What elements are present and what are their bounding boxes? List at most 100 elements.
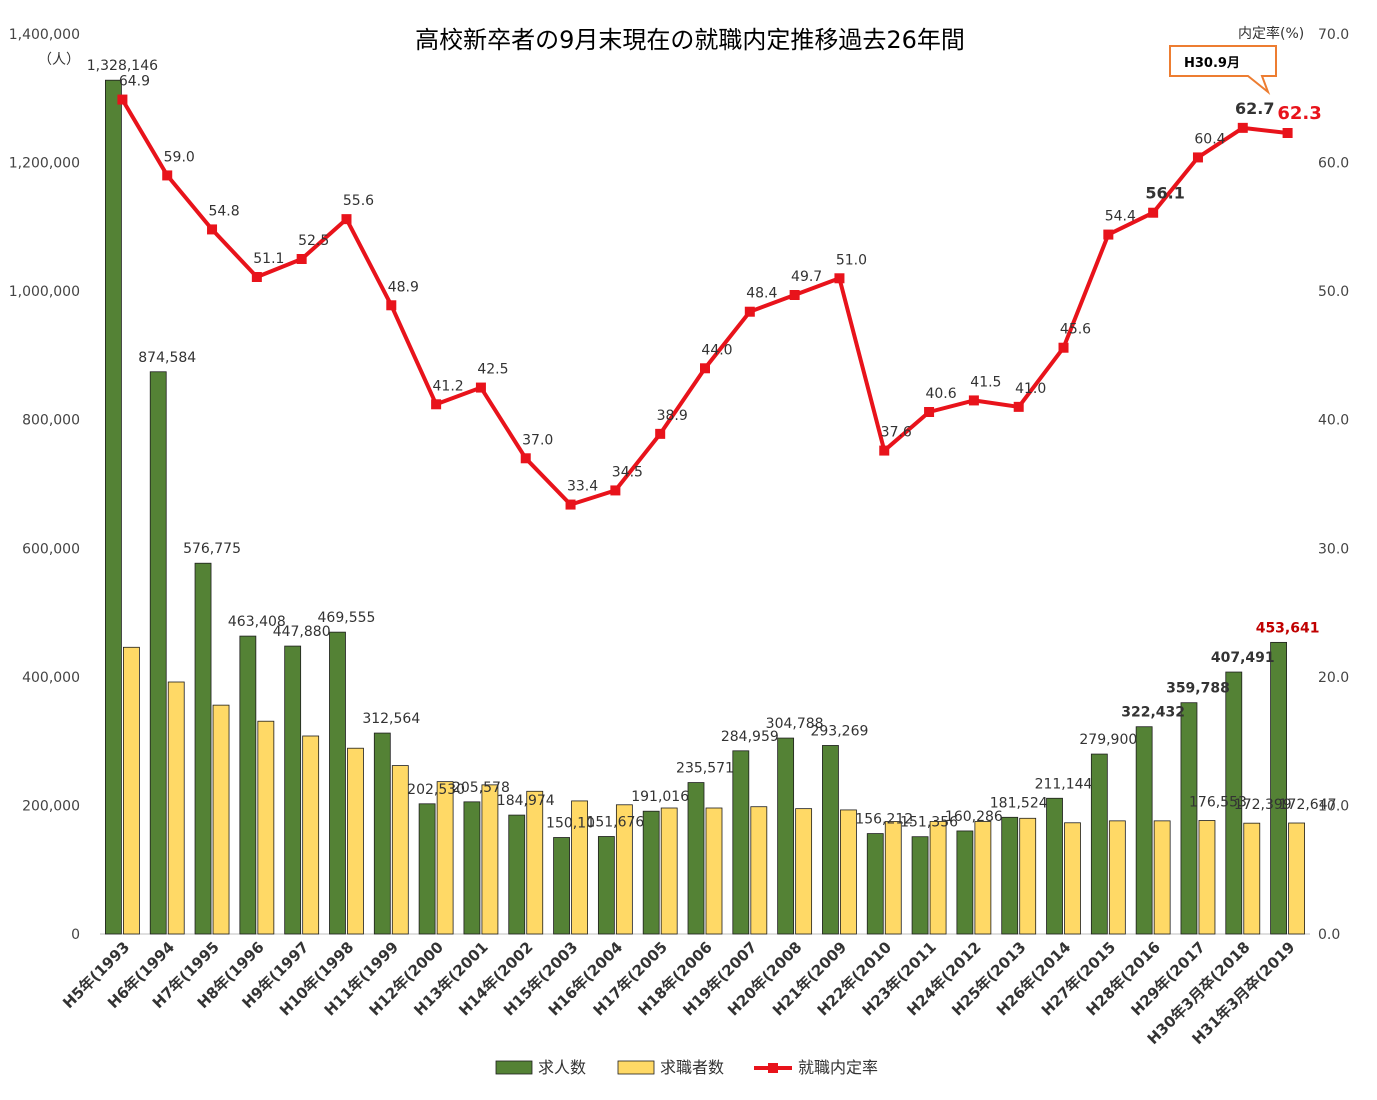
rate-marker — [1148, 207, 1159, 218]
bar-kyushoku — [929, 821, 947, 935]
rate-data-label: 41.2 — [433, 378, 464, 394]
y-right-tick-label: 70.0 — [1318, 27, 1349, 43]
rate-data-label: 48.9 — [388, 279, 419, 295]
rate-marker — [475, 382, 486, 393]
y-right-tick-label: 10.0 — [1318, 798, 1349, 814]
bar-kyushoku — [1198, 820, 1216, 935]
bar-data-label: 447,880 — [273, 624, 331, 640]
y-left-tick-label: 0 — [71, 927, 80, 943]
rate-marker — [1282, 128, 1293, 138]
bar-kyujin — [239, 635, 257, 935]
legend-swatch-kyushoku — [617, 1060, 655, 1075]
bar-kyushoku — [571, 800, 588, 935]
rate-data-label: 44.0 — [701, 342, 732, 358]
rate-data-label: 62.3 — [1277, 103, 1321, 124]
bar-data-label: 304,788 — [766, 716, 824, 732]
bar-kyujin — [1001, 816, 1019, 935]
bar-kyushoku — [615, 804, 633, 935]
rate-data-label: 64.9 — [119, 74, 150, 90]
rate-marker — [565, 499, 576, 510]
y-left-tick-label: 400,000 — [22, 670, 80, 686]
y-left-tick-label: 800,000 — [22, 413, 80, 429]
bar-data-label: 151,676 — [586, 814, 644, 830]
bar-kyushoku — [974, 821, 992, 935]
bar-kyushoku — [1153, 820, 1171, 935]
rate-data-label: 56.1 — [1145, 184, 1184, 203]
y-left-tick-label: 600,000 — [22, 541, 80, 557]
y-right-tick-label: 40.0 — [1318, 413, 1349, 429]
bar-data-label: 211,144 — [1035, 776, 1093, 792]
left-axis-unit: （人） — [38, 52, 80, 68]
bar-kyushoku — [1108, 820, 1126, 935]
y-left-tick-label: 200,000 — [22, 798, 80, 814]
bar-kyujin — [1270, 641, 1287, 935]
y-right-tick-label: 50.0 — [1318, 284, 1349, 300]
y-left-tick-label: 1,200,000 — [9, 156, 80, 172]
bar-kyushoku — [1064, 822, 1081, 935]
bar-kyujin — [732, 750, 750, 935]
bar-kyujin — [508, 814, 526, 935]
right-axis-label: 内定率(%) — [1238, 25, 1304, 42]
rate-marker — [924, 407, 935, 417]
bar-kyushoku — [436, 781, 454, 935]
bar-data-label: 191,016 — [631, 789, 689, 805]
rate-data-label: 54.4 — [1105, 209, 1136, 225]
seeker-data-label: 172,647 — [1279, 797, 1337, 813]
bar-kyujin — [866, 833, 884, 935]
bar-kyujin — [284, 645, 302, 935]
seeker-data-label: 176,553 — [1189, 795, 1247, 811]
y-right-tick-label: 60.0 — [1318, 156, 1349, 172]
rate-marker — [431, 399, 442, 410]
bar-kyushoku — [391, 765, 409, 935]
bar-kyujin — [597, 836, 615, 935]
rate-marker — [655, 428, 666, 439]
y-right-tick-label: 30.0 — [1318, 541, 1349, 557]
callout-text: H30.9月 — [1184, 56, 1240, 71]
rate-data-label: 51.0 — [836, 252, 867, 268]
rate-marker — [700, 363, 710, 374]
bar-kyushoku — [1019, 817, 1037, 935]
rate-data-label: 41.0 — [1015, 381, 1046, 397]
rate-data-label: 55.6 — [343, 193, 374, 209]
rate-marker — [610, 485, 621, 496]
callout-box — [1169, 45, 1277, 96]
rate-marker — [296, 254, 307, 264]
rate-marker — [520, 453, 531, 464]
rate-marker — [162, 170, 173, 181]
y-right-tick-label: 20.0 — [1318, 670, 1349, 686]
bar-kyujin — [642, 810, 660, 935]
chart-title: 高校新卒者の9月末現在の就職内定推移過去26年間 — [415, 26, 965, 54]
y-left-tick-label: 1,000,000 — [9, 284, 80, 300]
bar-data-label: 181,524 — [990, 795, 1048, 811]
rate-data-label: 48.4 — [746, 286, 777, 302]
bar-kyushoku — [347, 747, 364, 935]
bar-data-label: 293,269 — [810, 723, 868, 739]
seeker-data-label: 172,399 — [1234, 797, 1292, 813]
rate-line — [120, 98, 1288, 507]
bar-data-label: 359,788 — [1166, 681, 1230, 697]
rate-marker — [251, 272, 262, 282]
rate-data-label: 52.5 — [298, 233, 329, 249]
bar-data-label: 874,584 — [138, 350, 196, 366]
bar-data-label: 151,356 — [900, 815, 958, 831]
bar-kyushoku — [257, 720, 275, 935]
bar-data-label: 150,10 — [546, 816, 595, 832]
legend-swatch-rate-marker — [768, 1063, 778, 1073]
rate-data-label: 45.6 — [1060, 322, 1091, 338]
bar-kyujin — [777, 737, 795, 935]
rate-data-label: 51.1 — [253, 251, 284, 267]
rate-data-label: 38.9 — [657, 408, 688, 424]
rate-marker — [1013, 401, 1024, 412]
rate-data-label: 54.8 — [208, 203, 239, 219]
bar-kyushoku — [481, 784, 499, 935]
bar-kyujin — [463, 801, 481, 935]
rate-data-label: 34.5 — [612, 464, 643, 480]
bar-kyushoku — [884, 821, 902, 935]
y-left-tick-label: 1,400,000 — [9, 27, 80, 43]
bar-kyujin — [1180, 702, 1198, 935]
rate-data-label: 37.6 — [881, 425, 912, 441]
bar-kyushoku — [705, 807, 723, 935]
bar-kyushoku — [212, 704, 230, 935]
bar-data-label: 160,286 — [945, 809, 1003, 825]
rate-data-label: 40.6 — [925, 386, 956, 402]
